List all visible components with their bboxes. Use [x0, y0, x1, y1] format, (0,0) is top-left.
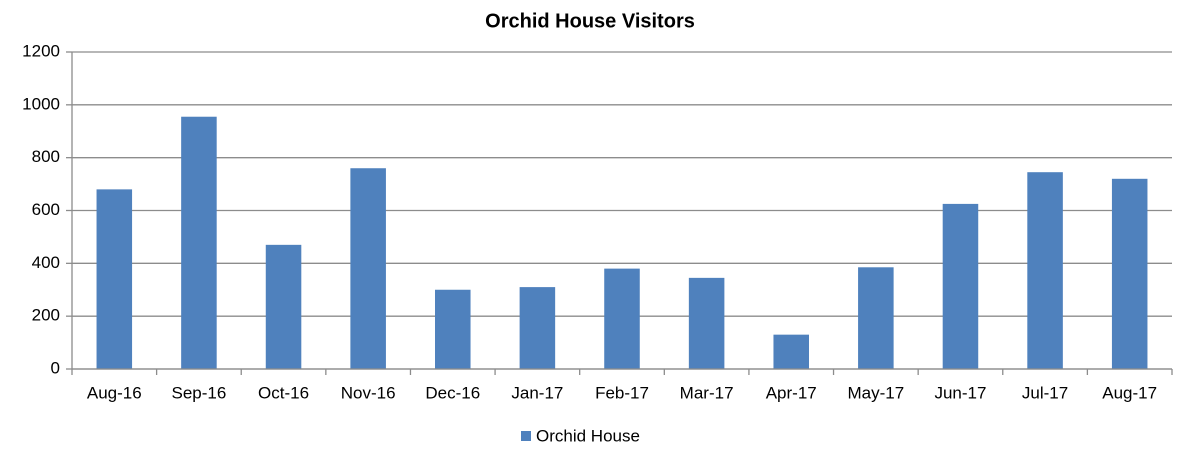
bar	[604, 268, 640, 369]
bar	[1111, 178, 1148, 369]
x-tick-label: Feb-17	[595, 383, 649, 402]
x-tick-label: Sep-16	[172, 383, 227, 402]
bar	[942, 203, 979, 369]
bar	[350, 168, 386, 369]
bar	[773, 334, 809, 369]
x-tick-label: Mar-17	[680, 383, 734, 402]
y-tick-label: 200	[32, 306, 60, 325]
x-tick-label: Aug-17	[1102, 383, 1157, 402]
x-tick-label: Jul-17	[1022, 383, 1068, 402]
bar	[96, 189, 133, 369]
bar	[1027, 172, 1063, 369]
bar	[519, 287, 556, 369]
bar	[435, 289, 471, 369]
bar	[688, 277, 725, 369]
y-tick-label: 1000	[22, 94, 60, 113]
y-tick-label: 400	[32, 253, 60, 272]
x-tick-label: Apr-17	[766, 383, 817, 402]
x-tick-label: Oct-16	[258, 383, 309, 402]
x-tick-label: May-17	[848, 383, 905, 402]
x-tick-label: Jan-17	[511, 383, 563, 402]
legend-swatch	[521, 431, 531, 441]
x-tick-label: Nov-16	[341, 383, 396, 402]
x-tick-label: Jun-17	[934, 383, 986, 402]
y-tick-label: 1200	[22, 41, 60, 60]
y-tick-label: 600	[32, 200, 60, 219]
legend-label: Orchid House	[536, 426, 640, 445]
chart-title: Orchid House Visitors	[485, 10, 695, 32]
y-tick-label: 0	[51, 358, 60, 377]
x-tick-label: Aug-16	[87, 383, 142, 402]
bar	[858, 267, 894, 369]
x-tick-label: Dec-16	[425, 383, 480, 402]
bar	[265, 244, 302, 369]
bar	[181, 116, 217, 370]
y-tick-label: 800	[32, 147, 60, 166]
